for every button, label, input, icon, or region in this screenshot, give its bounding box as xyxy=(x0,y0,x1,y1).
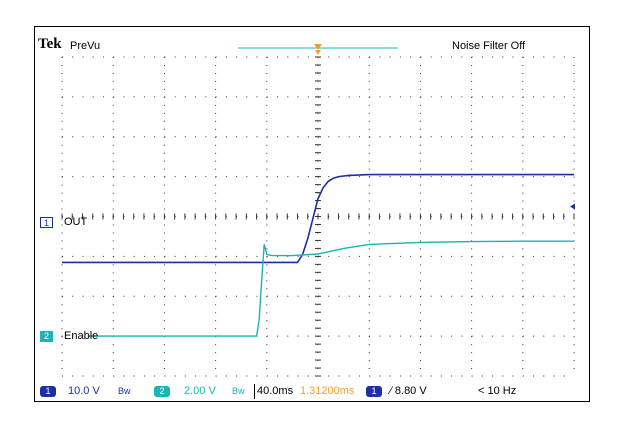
trace-enable xyxy=(87,240,574,337)
ch1-scale-badge[interactable]: 1 xyxy=(40,386,56,397)
ch2-scale[interactable]: 2.00 V xyxy=(184,385,216,397)
trigger-level-marker xyxy=(570,203,575,210)
trigger-position[interactable]: 1.31200ms xyxy=(300,385,355,397)
graticule xyxy=(61,56,575,377)
trigger-source-badge[interactable]: 1 xyxy=(366,386,382,397)
trigger-rate: < 10 Hz xyxy=(478,385,517,397)
noise-filter-status: Noise Filter Off xyxy=(452,40,526,52)
ch2-label: Enable xyxy=(64,330,99,342)
trigger-level[interactable]: ∕ 8.80 V xyxy=(390,385,427,397)
ch1-label: OUT xyxy=(64,216,88,228)
acquisition-mode: PreVu xyxy=(70,40,101,52)
trace-out xyxy=(62,173,574,264)
ch1-scale[interactable]: 10.0 V xyxy=(68,385,100,397)
expansion-point-marker xyxy=(315,50,321,55)
ch2-scale-badge[interactable]: 2 xyxy=(154,386,170,397)
ch2-bandwidth: Bw xyxy=(232,386,245,396)
markers xyxy=(314,44,575,210)
ch1-bandwidth: Bw xyxy=(118,386,131,396)
ch2-ground-marker[interactable]: 2 xyxy=(40,331,53,342)
ch1-ground-marker[interactable]: 1 xyxy=(40,217,53,228)
trigger-position-marker xyxy=(314,44,322,50)
brand-logo: Tek xyxy=(38,36,62,52)
timebase[interactable]: 40.0ms xyxy=(254,384,293,399)
scope-frame xyxy=(34,26,590,402)
traces xyxy=(62,173,574,337)
